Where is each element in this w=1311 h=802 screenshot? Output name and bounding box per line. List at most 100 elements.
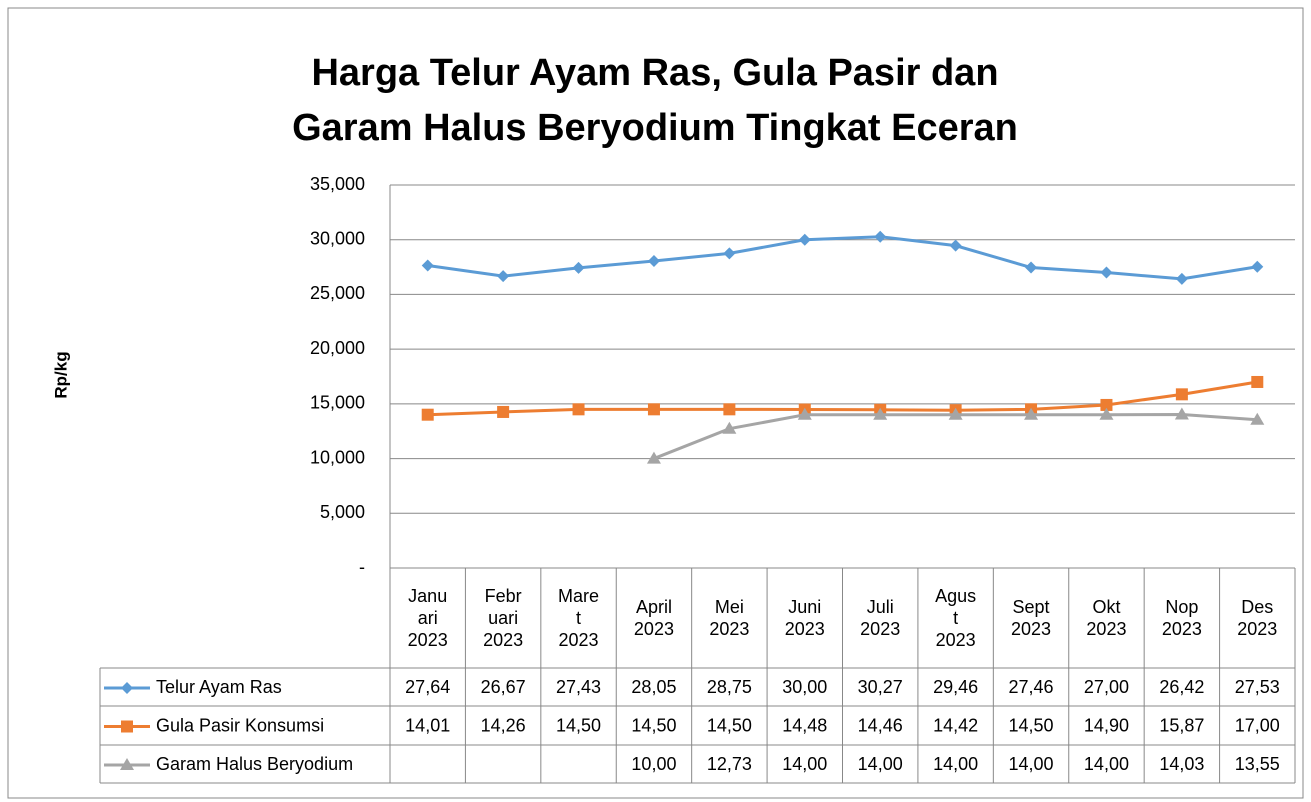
x-tick-cell: Des 2023: [1237, 597, 1278, 639]
marker: [647, 403, 660, 416]
marker: [1250, 412, 1265, 425]
marker: [1099, 407, 1114, 420]
marker: [874, 230, 887, 243]
data-label: 14,00: [858, 754, 903, 774]
x-tick-label: Juli 2023: [860, 597, 901, 639]
marker: [1251, 375, 1264, 388]
x-tick-label: Des 2023: [1237, 597, 1278, 639]
marker: [873, 407, 888, 420]
data-label: 14,00: [1009, 754, 1054, 774]
x-tick-label: Sept 2023: [1011, 597, 1052, 639]
y-tick-label: -: [359, 557, 365, 577]
data-label: 17,00: [1235, 715, 1280, 735]
data-label: 14,00: [1084, 754, 1129, 774]
data-label: 27,64: [405, 677, 450, 697]
chart-frame: [7, 7, 1304, 799]
data-label: 10,00: [631, 754, 676, 774]
marker: [572, 403, 585, 416]
x-tick-cell: Juni 2023: [784, 597, 825, 639]
marker: [1175, 388, 1188, 401]
marker: [949, 239, 962, 252]
marker: [121, 720, 133, 733]
data-label: 26,42: [1159, 677, 1204, 697]
data-label: 14,50: [707, 715, 752, 735]
data-label: 14,42: [933, 715, 978, 735]
marker: [646, 451, 661, 464]
data-label: 28,75: [707, 677, 752, 697]
data-label: 14,48: [782, 715, 827, 735]
y-tick-label: 30,000: [310, 228, 365, 248]
marker: [120, 758, 134, 770]
x-tick-cell: Januari 2023: [407, 586, 448, 650]
x-tick-label: Januari 2023: [407, 586, 448, 650]
data-label: 14,50: [1009, 715, 1054, 735]
x-tick-label: Maret 2023: [558, 586, 600, 650]
x-tick-cell: Juli 2023: [860, 597, 901, 639]
y-tick-label: 20,000: [310, 338, 365, 358]
x-tick-cell: Februari 2023: [483, 586, 524, 650]
y-tick-label: 35,000: [310, 174, 365, 194]
marker: [723, 403, 736, 416]
data-label: 28,05: [631, 677, 676, 697]
x-tick-label: Juni 2023: [784, 597, 825, 639]
y-axis-label: Rp/kg: [51, 351, 70, 398]
x-tick-label: Februari 2023: [483, 586, 524, 650]
marker: [1024, 407, 1039, 420]
data-label: 15,87: [1159, 715, 1204, 735]
x-tick-cell: Agust 2023: [935, 586, 977, 650]
x-tick-label: Agust 2023: [935, 586, 977, 650]
marker: [1100, 398, 1113, 411]
x-tick-cell: Maret 2023: [558, 586, 600, 650]
legend-label: Garam Halus Beryodium: [156, 754, 353, 774]
series-line: [427, 235, 1258, 281]
data-label: 14,50: [556, 715, 601, 735]
marker: [723, 247, 736, 260]
legend-label: Telur Ayam Ras: [156, 677, 282, 697]
data-label: 14,26: [481, 715, 526, 735]
y-tick-label: 5,000: [320, 502, 365, 522]
data-label: 26,67: [481, 677, 526, 697]
data-label: 29,46: [933, 677, 978, 697]
data-label: 13,55: [1235, 754, 1280, 774]
marker: [722, 421, 737, 434]
legend-label: Gula Pasir Konsumsi: [156, 715, 324, 735]
marker: [647, 255, 660, 268]
data-label: 12,73: [707, 754, 752, 774]
data-label: 14,03: [1159, 754, 1204, 774]
x-tick-label: April 2023: [633, 597, 674, 639]
x-tick-label: Mei 2023: [709, 597, 750, 639]
marker: [572, 261, 585, 274]
chart-title: Harga Telur Ayam Ras, Gula Pasir dan Gara…: [292, 52, 1018, 149]
marker: [421, 259, 434, 272]
x-tick-cell: Okt 2023: [1086, 597, 1127, 639]
series-line: [427, 380, 1258, 417]
marker: [797, 407, 812, 420]
x-tick-cell: Sept 2023: [1011, 597, 1052, 639]
data-label: 14,01: [405, 715, 450, 735]
marker: [1025, 261, 1038, 274]
x-tick-label: Okt 2023: [1086, 597, 1127, 639]
data-label: 14,00: [933, 754, 978, 774]
marker: [1174, 407, 1189, 420]
marker: [421, 408, 434, 421]
marker: [1251, 260, 1264, 273]
y-tick-label: 25,000: [310, 283, 365, 303]
marker: [121, 682, 133, 694]
data-label: 14,46: [858, 715, 903, 735]
x-tick-cell: Nop 2023: [1161, 597, 1202, 639]
data-label: 14,90: [1084, 715, 1129, 735]
data-label: 30,00: [782, 677, 827, 697]
data-label: 14,00: [782, 754, 827, 774]
data-label: 27,00: [1084, 677, 1129, 697]
marker: [948, 407, 963, 420]
x-tick-cell: Mei 2023: [709, 597, 750, 639]
data-label: 30,27: [858, 677, 903, 697]
marker: [497, 270, 510, 283]
data-label: 27,43: [556, 677, 601, 697]
data-label: 27,53: [1235, 677, 1280, 697]
x-tick-label: Nop 2023: [1161, 597, 1202, 639]
x-tick-cell: April 2023: [633, 597, 674, 639]
marker: [1100, 266, 1113, 279]
marker: [497, 405, 510, 418]
